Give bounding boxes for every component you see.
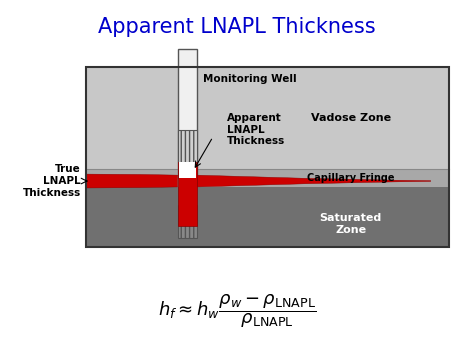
- Text: Capillary Fringe: Capillary Fringe: [307, 173, 394, 183]
- Text: Apparent
LNAPL
Thickness: Apparent LNAPL Thickness: [227, 113, 285, 147]
- Bar: [179, 162, 196, 178]
- Bar: [86, 67, 449, 169]
- Text: Vadose Zone: Vadose Zone: [311, 113, 391, 123]
- Text: Apparent LNAPL Thickness: Apparent LNAPL Thickness: [98, 17, 376, 37]
- Bar: [178, 130, 197, 169]
- Text: Saturated
Zone: Saturated Zone: [319, 213, 382, 235]
- Text: $h_f \approx h_w \dfrac{\rho_w - \rho_{\mathrm{LNAPL}}}{\rho_{\mathrm{LNAPL}}}$: $h_f \approx h_w \dfrac{\rho_w - \rho_{\…: [158, 292, 316, 330]
- Bar: [178, 162, 197, 226]
- Text: True
LNAPL
Thickness: True LNAPL Thickness: [23, 164, 81, 198]
- Bar: [86, 169, 449, 187]
- Polygon shape: [86, 174, 178, 188]
- Text: Monitoring Well: Monitoring Well: [203, 74, 297, 84]
- Bar: [86, 187, 449, 247]
- Polygon shape: [197, 175, 431, 187]
- Bar: [178, 205, 197, 238]
- Bar: [178, 49, 197, 178]
- Bar: [86, 67, 449, 247]
